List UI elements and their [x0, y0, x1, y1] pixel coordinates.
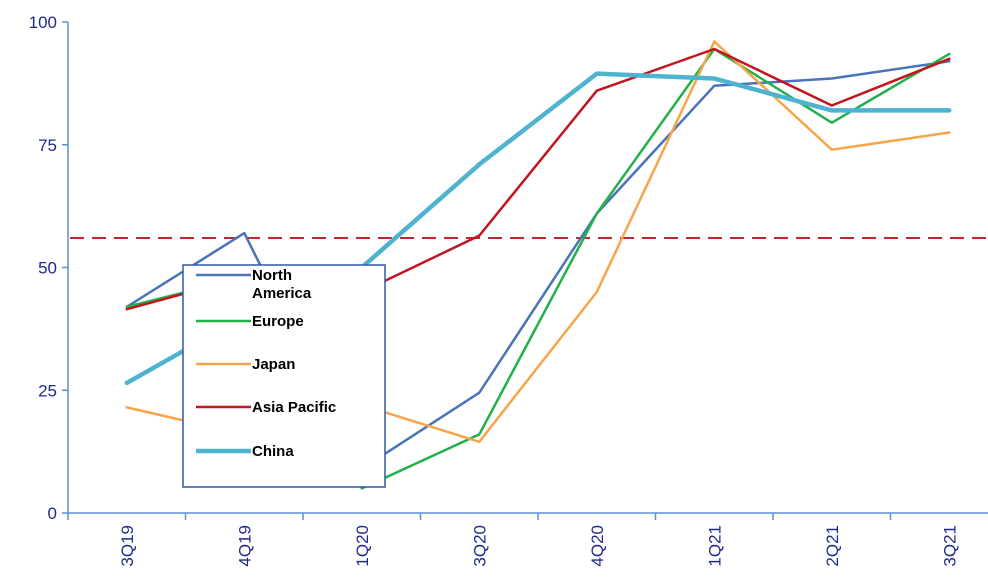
legend: North America Europe Japan Asia Pacific China — [182, 264, 386, 488]
legend-label-asia-pacific: Asia Pacific — [252, 399, 336, 416]
x-tick-label: 4Q20 — [588, 525, 607, 567]
chart-axes: 0 25 50 75 100 3Q19 4Q19 1Q20 3Q20 4Q20 1Q21 2Q21 3Q… — [29, 13, 988, 567]
y-tick-label: 25 — [38, 381, 57, 400]
x-tick-label: 1Q20 — [353, 525, 372, 567]
legend-label-europe: Europe — [252, 313, 304, 330]
y-tick-label: 100 — [29, 13, 57, 32]
legend-label-north-america: North America — [252, 267, 312, 302]
legend-label-china: China — [252, 443, 294, 460]
x-tick-label: 1Q21 — [705, 525, 724, 567]
x-tick-label: 2Q21 — [823, 525, 842, 567]
x-tick-label: 3Q19 — [118, 525, 137, 567]
y-tick-label: 0 — [48, 504, 57, 523]
legend-label-japan: Japan — [252, 356, 295, 373]
x-tick-label: 4Q19 — [235, 525, 254, 567]
y-tick-label: 50 — [38, 259, 57, 278]
y-tick-label: 75 — [38, 136, 57, 155]
x-tick-label: 3Q20 — [470, 525, 489, 567]
x-tick-label: 3Q21 — [940, 525, 959, 567]
